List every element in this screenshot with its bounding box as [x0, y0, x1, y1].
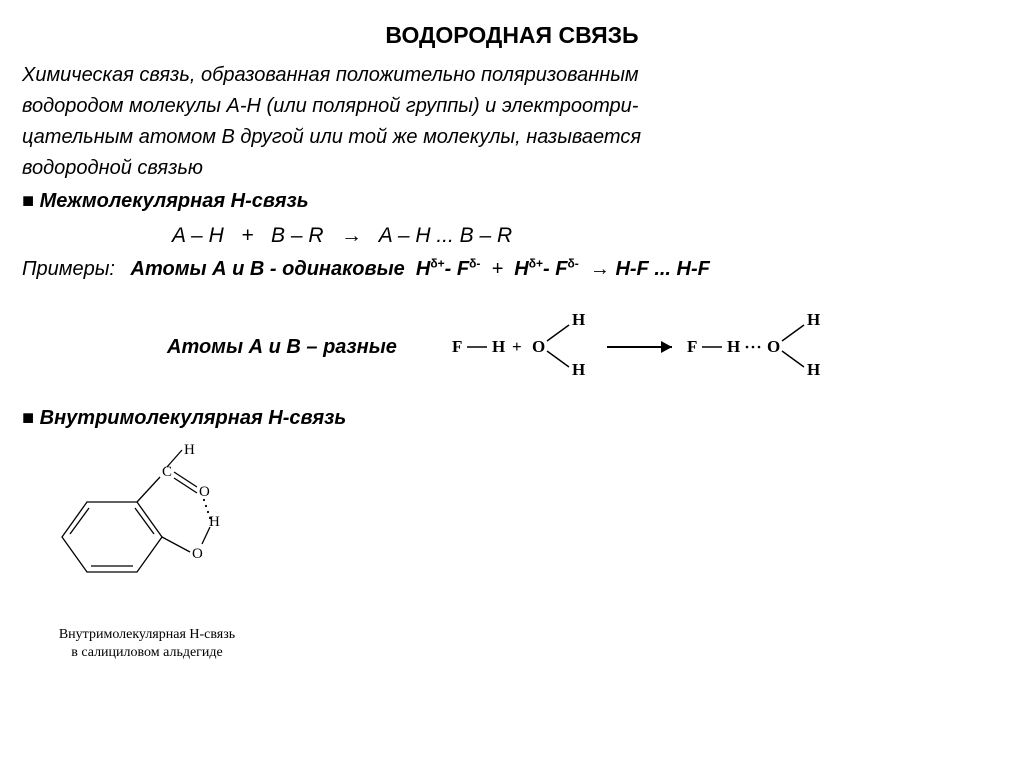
- svg-text:O: O: [767, 337, 780, 356]
- page-title: ВОДОРОДНАЯ СВЯЗЬ: [22, 18, 1002, 54]
- svg-text:H: H: [184, 442, 195, 458]
- structure-caption: Внутримолекулярная Н-связь в салициловом…: [42, 626, 252, 662]
- svg-text:O: O: [199, 484, 210, 500]
- svg-text:F: F: [687, 337, 697, 356]
- general-equation: A – H + B – R → A – H ... B – R: [22, 219, 1002, 253]
- svg-text:C: C: [162, 464, 172, 480]
- svg-text:H: H: [727, 337, 740, 356]
- intramolecular-heading: ■ Внутримолекулярная Н-связь: [22, 403, 1002, 434]
- definition-line-2: водородом молекулы А-Н (или полярной гру…: [22, 91, 1002, 122]
- intermolecular-heading-text: Межмолекулярная Н-связь: [40, 190, 309, 212]
- salicylaldehyde-block: C H O O H Внутримолекулярная Н-связь в с…: [42, 442, 252, 662]
- svg-text:H: H: [492, 337, 505, 356]
- svg-text:H: H: [572, 360, 585, 379]
- examples-label: Примеры:: [22, 258, 115, 280]
- different-label: Атомы А и В – разные: [22, 332, 397, 363]
- svg-text:F: F: [452, 337, 462, 356]
- svg-text:+: +: [512, 337, 522, 356]
- definition-line-1: Химическая связь, образованная положител…: [22, 60, 1002, 91]
- svg-text:H: H: [807, 310, 820, 329]
- svg-text:H: H: [572, 310, 585, 329]
- definition-line-3: цательным атомом В другой или той же мол…: [22, 122, 1002, 153]
- svg-text:H: H: [807, 360, 820, 379]
- examples-same-prefix: Атомы А и В - одинаковые: [131, 258, 405, 280]
- intermolecular-heading: ■ Межмолекулярная Н-связь: [22, 186, 1002, 217]
- intramolecular-heading-text: Внутримолекулярная Н-связь: [40, 407, 347, 429]
- caption-line-1: Внутримолекулярная Н-связь: [59, 627, 235, 642]
- examples-same-row: Примеры: Атомы А и В - одинаковые Hδ+- F…: [22, 254, 1002, 285]
- salicylaldehyde-structure: C H O O H: [42, 442, 242, 622]
- caption-line-2: в салициловом альдегиде: [71, 645, 223, 660]
- water-reaction-diagram: F H + O H H F H O: [447, 307, 877, 387]
- examples-different-row: Атомы А и В – разные F H + O H H F: [22, 307, 1002, 387]
- svg-text:O: O: [192, 546, 203, 562]
- definition-line-4: водородной связью: [22, 153, 1002, 184]
- svg-text:O: O: [532, 337, 545, 356]
- svg-text:H: H: [209, 514, 220, 530]
